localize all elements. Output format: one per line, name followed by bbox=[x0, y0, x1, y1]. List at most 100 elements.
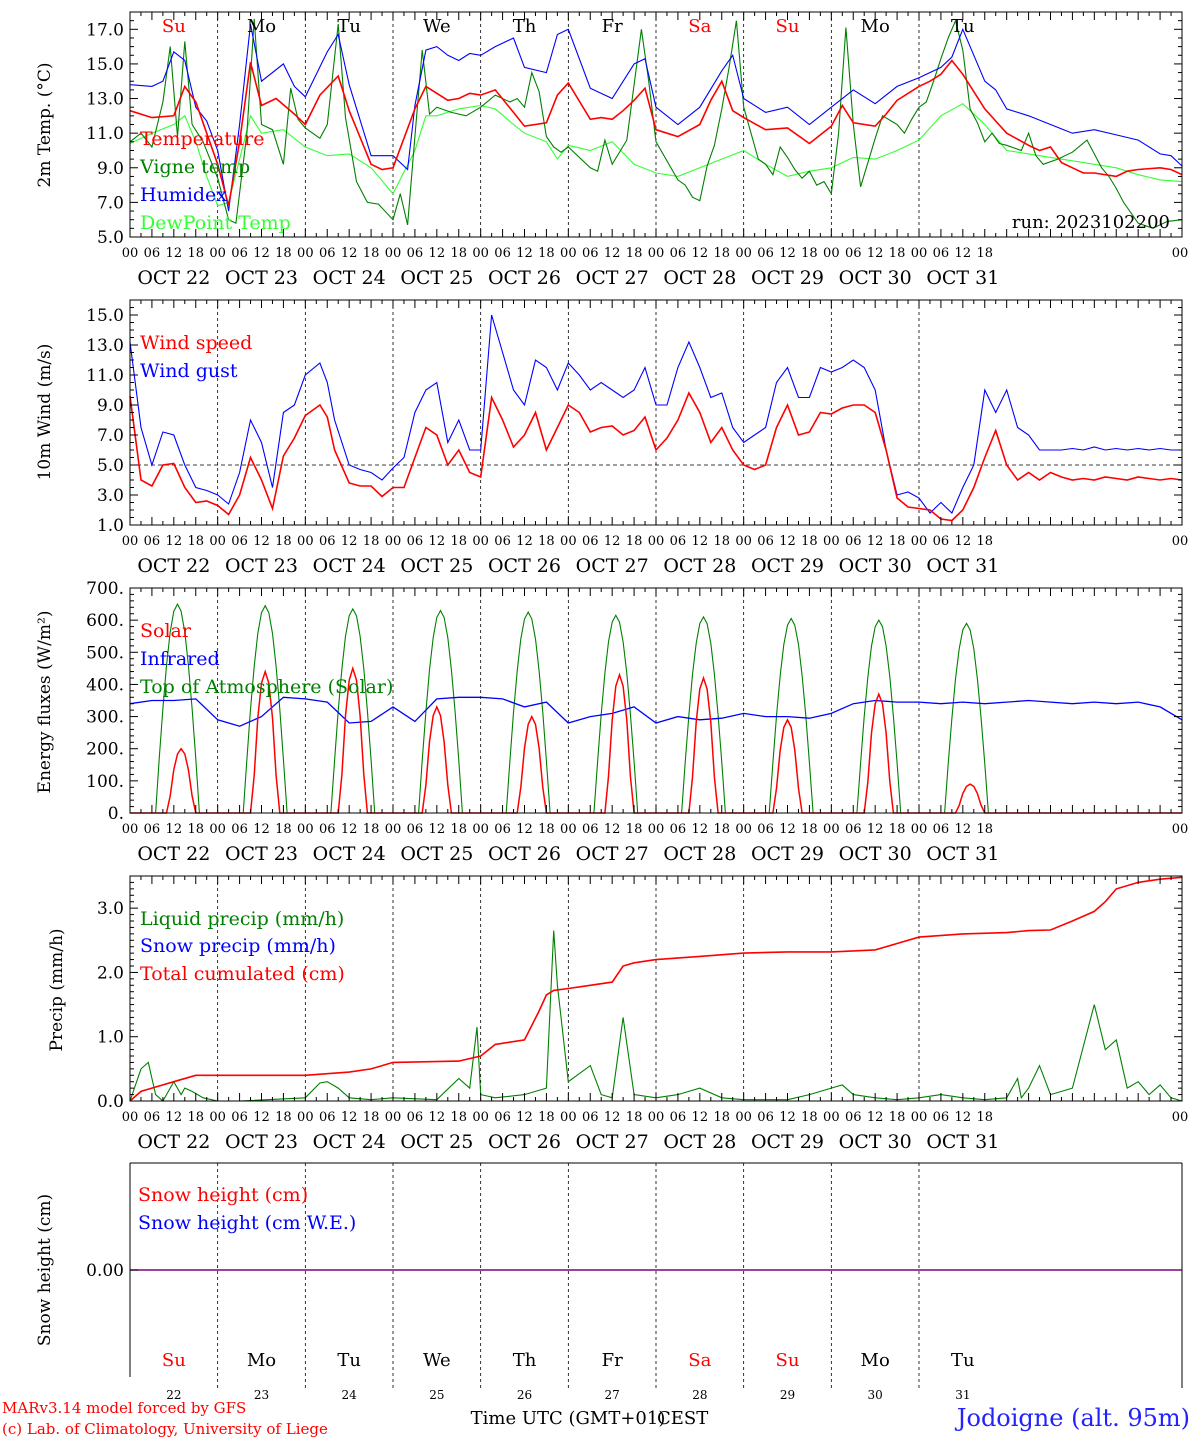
hour-tick-label: 00 bbox=[122, 246, 139, 261]
hour-tick-label: 18 bbox=[801, 1110, 818, 1125]
date-label: OCT 30 bbox=[839, 267, 912, 289]
legend-snow-precip: Snow precip (mm/h) bbox=[140, 935, 336, 957]
hour-tick-label: 06 bbox=[670, 822, 687, 837]
temperature-day-separators bbox=[217, 12, 920, 237]
hour-tick-label: 12 bbox=[867, 534, 884, 549]
hour-tick-label: 12 bbox=[429, 822, 446, 837]
hour-tick-label: 18 bbox=[538, 534, 555, 549]
date-label: OCT 28 bbox=[663, 267, 736, 289]
temperature-y-axis: 5.0 7.0 9.0 11.0 13.0 15.0 17.0 bbox=[86, 11, 1182, 248]
date-label: OCT 22 bbox=[137, 555, 210, 577]
hour-tick-label: 12 bbox=[516, 822, 533, 837]
hour-tick-label: 12 bbox=[166, 822, 183, 837]
weekday-label: We bbox=[423, 1350, 451, 1371]
precip-panel: 0.0 1.0 2.0 3.0 Precip (mm/h) Liquid precip… bbox=[47, 875, 1188, 1153]
hour-tick-label: 18 bbox=[713, 534, 730, 549]
hour-tick-label: 00 bbox=[385, 246, 402, 261]
legend-infrared: Infrared bbox=[140, 648, 220, 670]
hour-tick-label: 18 bbox=[889, 822, 906, 837]
hour-tick-label: 12 bbox=[604, 246, 621, 261]
hour-tick-label: 00 bbox=[735, 822, 752, 837]
date-label: OCT 28 bbox=[663, 555, 736, 577]
hour-tick-label: 18 bbox=[626, 1110, 643, 1125]
y-tick-label: 5.0 bbox=[97, 456, 124, 476]
hour-tick-label: 06 bbox=[231, 822, 248, 837]
energy-legend: Solar Infrared Top of Atmosphere (Solar) bbox=[140, 620, 393, 698]
temperature-y-label: 2m Temp. (°C) bbox=[35, 62, 55, 187]
hour-tick-label: 06 bbox=[494, 534, 511, 549]
hour-tick-label: 18 bbox=[713, 822, 730, 837]
hour-tick-label: 18 bbox=[713, 246, 730, 261]
hour-tick-label: 00 bbox=[823, 1110, 840, 1125]
hour-tick-label: 12 bbox=[779, 534, 796, 549]
hour-tick-label: 12 bbox=[955, 822, 972, 837]
legend-snow-height-we: Snow height (cm W.E.) bbox=[138, 1212, 356, 1234]
hour-tick-label: 00 bbox=[122, 1110, 139, 1125]
hour-tick-label: 00 bbox=[209, 1110, 226, 1125]
y-tick-label: 2.0 bbox=[97, 963, 124, 983]
hour-tick-label: 12 bbox=[867, 246, 884, 261]
hour-tick-label: 06 bbox=[231, 534, 248, 549]
hour-tick-label: 06 bbox=[144, 246, 161, 261]
energy-y-label: Energy fluxes (W/m²) bbox=[35, 611, 55, 794]
weekday-label: Fr bbox=[602, 1350, 623, 1371]
date-label: OCT 27 bbox=[576, 555, 649, 577]
hour-tick-label: 12 bbox=[955, 1110, 972, 1125]
hour-tick-label: 18 bbox=[889, 534, 906, 549]
hour-tick-label: 18 bbox=[187, 534, 204, 549]
legend-liquid-precip: Liquid precip (mm/h) bbox=[140, 908, 344, 930]
weekday-label: Sa bbox=[688, 16, 711, 37]
weekday-label: Th bbox=[513, 1350, 537, 1371]
hour-tick-label: 00 bbox=[735, 246, 752, 261]
energy-y-axis: 0. 100. 200. 300. 400. 500. 600. 700. bbox=[86, 579, 1182, 824]
run-annotation: run: 2023102200 bbox=[1012, 212, 1170, 233]
y-tick-label: 11.0 bbox=[86, 366, 124, 386]
date-label: OCT 24 bbox=[313, 1131, 386, 1153]
x-axis-title: Time UTC (GMT+01) bbox=[471, 1408, 666, 1429]
precip-y-axis: 0.0 1.0 2.0 3.0 bbox=[97, 875, 1182, 1112]
day-number-label: 30 bbox=[868, 1388, 883, 1402]
wind-legend: Wind speed Wind gust bbox=[140, 332, 252, 382]
hour-tick-label: 18 bbox=[187, 822, 204, 837]
wind-x-axis: 00 06 12 18 OCT 22 00 06 12 18 OCT 23 00 06 12 18 OCT … bbox=[122, 300, 1189, 577]
legend-total-cumulated: Total cumulated (cm) bbox=[140, 963, 345, 985]
date-label: OCT 26 bbox=[488, 555, 561, 577]
hour-tick-label: 18 bbox=[626, 534, 643, 549]
weekday-label: Mo bbox=[861, 1350, 890, 1371]
footer: MARv3.14 model forced by GFS (c) Lab. of… bbox=[2, 1399, 1190, 1438]
day-number-label: 26 bbox=[517, 1388, 532, 1402]
hour-tick-label: 06 bbox=[933, 534, 950, 549]
hour-tick-label: 00 bbox=[735, 534, 752, 549]
hour-tick-label: 18 bbox=[889, 1110, 906, 1125]
y-tick-label: 13.0 bbox=[86, 90, 124, 110]
y-tick-label: 300. bbox=[86, 708, 124, 728]
date-label: OCT 24 bbox=[313, 267, 386, 289]
hour-tick-label: 12 bbox=[867, 822, 884, 837]
date-label: OCT 28 bbox=[663, 1131, 736, 1153]
y-tick-label: 0.0 bbox=[97, 1092, 124, 1112]
hour-tick-label: 12 bbox=[429, 1110, 446, 1125]
hour-tick-label: 06 bbox=[845, 246, 862, 261]
dewpoint-line bbox=[129, 103, 1183, 207]
hour-tick-label: 06 bbox=[582, 822, 599, 837]
hour-tick-label: 06 bbox=[670, 246, 687, 261]
hour-tick-label: 12 bbox=[955, 534, 972, 549]
day-number-label: 31 bbox=[955, 1388, 970, 1402]
wind-plot-frame bbox=[129, 299, 1183, 526]
hour-tick-label: 18 bbox=[801, 246, 818, 261]
y-tick-label: 9.0 bbox=[97, 396, 124, 416]
hour-tick-label: 12 bbox=[692, 534, 709, 549]
hour-tick-label: 00 bbox=[122, 822, 139, 837]
hour-tick-label: 12 bbox=[341, 1110, 358, 1125]
hour-tick-label: 12 bbox=[779, 246, 796, 261]
hour-tick-label: 00 bbox=[560, 246, 577, 261]
hour-tick-label: 12 bbox=[341, 246, 358, 261]
date-label: OCT 31 bbox=[926, 555, 999, 577]
hour-tick-label: 00 bbox=[1172, 534, 1189, 549]
weekday-label: Tu bbox=[337, 16, 361, 37]
precip-legend: Liquid precip (mm/h) Snow precip (mm/h) … bbox=[140, 908, 345, 985]
date-label: OCT 31 bbox=[926, 1131, 999, 1153]
hour-tick-label: 12 bbox=[867, 1110, 884, 1125]
hour-tick-label: 18 bbox=[363, 822, 380, 837]
date-label: OCT 30 bbox=[839, 555, 912, 577]
